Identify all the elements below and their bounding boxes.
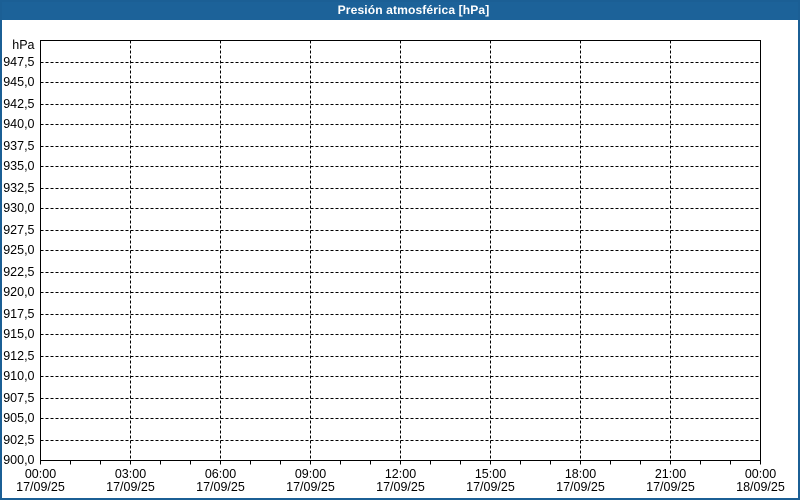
svg-text:902,5: 902,5 bbox=[3, 433, 34, 447]
svg-text:917,5: 917,5 bbox=[3, 307, 34, 321]
svg-text:920,0: 920,0 bbox=[3, 285, 34, 299]
svg-text:905,0: 905,0 bbox=[3, 411, 34, 425]
svg-text:937,5: 937,5 bbox=[3, 139, 34, 153]
svg-text:00:00: 00:00 bbox=[745, 467, 776, 481]
svg-text:09:00: 09:00 bbox=[295, 467, 326, 481]
svg-text:910,0: 910,0 bbox=[3, 369, 34, 383]
svg-text:15:00: 15:00 bbox=[475, 467, 506, 481]
svg-text:00:00: 00:00 bbox=[25, 467, 56, 481]
svg-text:945,0: 945,0 bbox=[3, 75, 34, 89]
svg-text:18/09/25: 18/09/25 bbox=[736, 480, 785, 494]
svg-text:17/09/25: 17/09/25 bbox=[556, 480, 605, 494]
svg-text:940,0: 940,0 bbox=[3, 117, 34, 131]
svg-text:900,0: 900,0 bbox=[3, 453, 34, 467]
svg-text:18:00: 18:00 bbox=[565, 467, 596, 481]
svg-text:942,5: 942,5 bbox=[3, 97, 34, 111]
svg-text:927,5: 927,5 bbox=[3, 223, 34, 237]
svg-text:915,0: 915,0 bbox=[3, 327, 34, 341]
svg-text:922,5: 922,5 bbox=[3, 265, 34, 279]
svg-text:17/09/25: 17/09/25 bbox=[16, 480, 65, 494]
svg-text:930,0: 930,0 bbox=[3, 201, 34, 215]
svg-text:932,5: 932,5 bbox=[3, 181, 34, 195]
svg-text:925,0: 925,0 bbox=[3, 243, 34, 257]
svg-text:17/09/25: 17/09/25 bbox=[376, 480, 425, 494]
svg-text:17/09/25: 17/09/25 bbox=[646, 480, 695, 494]
svg-text:21:00: 21:00 bbox=[655, 467, 686, 481]
svg-text:947,5: 947,5 bbox=[3, 55, 34, 69]
svg-text:hPa: hPa bbox=[12, 38, 34, 52]
svg-text:907,5: 907,5 bbox=[3, 391, 34, 405]
svg-text:17/09/25: 17/09/25 bbox=[106, 480, 155, 494]
svg-text:935,0: 935,0 bbox=[3, 159, 34, 173]
svg-text:06:00: 06:00 bbox=[205, 467, 236, 481]
svg-text:03:00: 03:00 bbox=[115, 467, 146, 481]
svg-text:17/09/25: 17/09/25 bbox=[286, 480, 335, 494]
svg-text:12:00: 12:00 bbox=[385, 467, 416, 481]
svg-text:17/09/25: 17/09/25 bbox=[196, 480, 245, 494]
svg-text:17/09/25: 17/09/25 bbox=[466, 480, 515, 494]
svg-text:912,5: 912,5 bbox=[3, 349, 34, 363]
